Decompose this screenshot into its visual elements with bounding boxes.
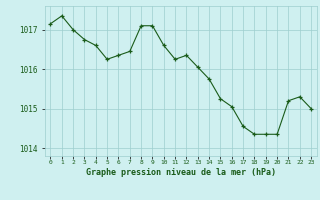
X-axis label: Graphe pression niveau de la mer (hPa): Graphe pression niveau de la mer (hPa) bbox=[86, 168, 276, 177]
